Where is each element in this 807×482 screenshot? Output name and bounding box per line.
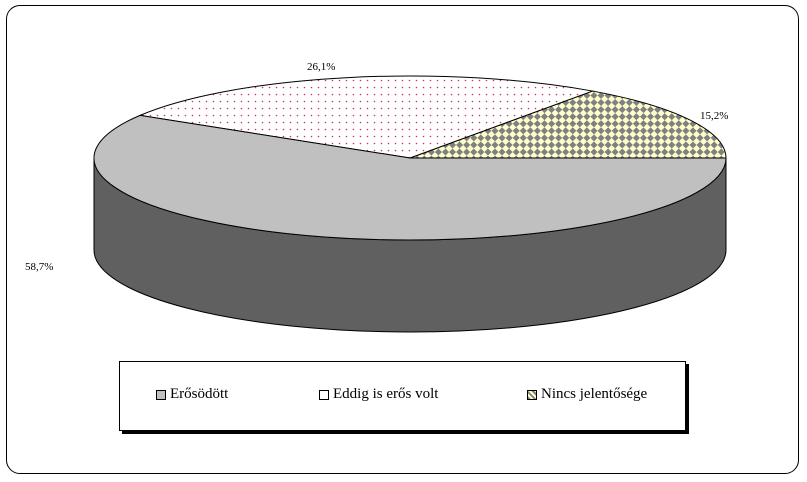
legend-item-nincs-jelentosege: Nincs jelentősége — [527, 386, 647, 403]
legend-swatch-gray — [156, 389, 166, 400]
pie-slice-eddig-is-eros — [138, 75, 595, 159]
legend-label: Erősödött — [170, 386, 229, 402]
pie-tops — [93, 75, 727, 241]
legend-swatch-checker — [527, 389, 537, 400]
data-label-nincs-jelentosege: 15,2% — [700, 110, 728, 122]
legend-label: Nincs jelentősége — [541, 386, 648, 402]
legend-item-eddig-is-eros: Eddig is erős volt — [319, 386, 438, 403]
legend-swatch-dotted — [319, 389, 329, 400]
legend-label: Eddig is erős volt — [333, 386, 439, 402]
pie-slice-nincs-jelentosege — [409, 90, 727, 159]
legend: Erősödött Eddig is erős volt Nincs jelen… — [119, 361, 686, 431]
data-label-eddig-is-eros: 26,1% — [307, 61, 335, 73]
data-label-erosodott: 58,7% — [25, 261, 53, 273]
pie-slice-erosodott — [93, 114, 727, 241]
legend-item-erosodott: Erősödött — [156, 386, 228, 403]
